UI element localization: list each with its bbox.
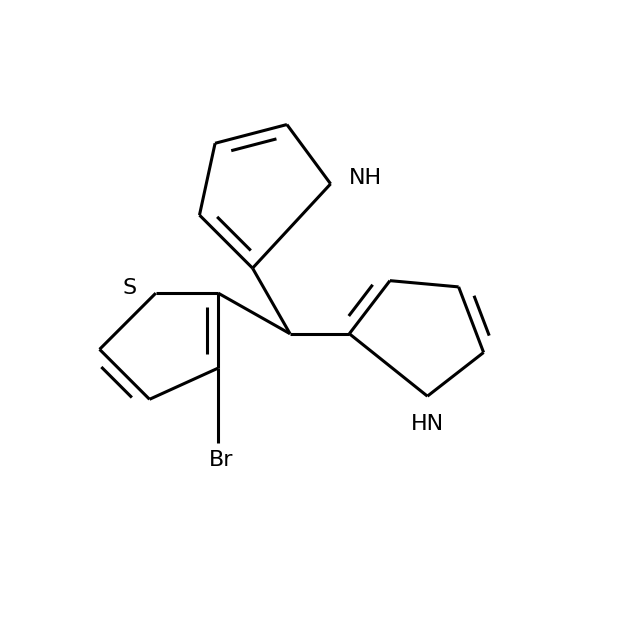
Text: NH: NH bbox=[348, 168, 382, 188]
Text: S: S bbox=[122, 278, 137, 298]
Text: Br: Br bbox=[209, 450, 234, 471]
Text: HN: HN bbox=[411, 415, 444, 434]
